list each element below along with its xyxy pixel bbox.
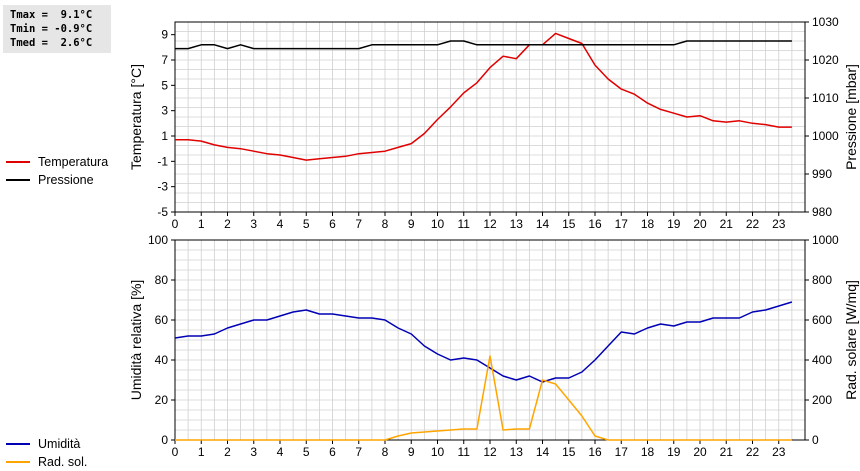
y-tick-label-right: 600 [812,313,832,327]
series-line-temperatura [175,32,792,161]
x-tick-label: 20 [693,217,707,231]
x-tick-label: 14 [536,445,550,459]
x-tick-label: 1 [198,217,205,231]
x-tick-label: 8 [382,445,389,459]
x-tick-label: 9 [408,217,415,231]
stat-tmed: Tmed = 2.6°C [10,37,93,49]
x-tick-label: 22 [746,217,760,231]
series-line-rad-sol [175,355,792,441]
x-tick-label: 22 [746,445,760,459]
x-tick-label: 19 [667,217,681,231]
y-tick-label-right: 1000 [812,233,839,247]
legend-label-pressure: Pressione [38,173,94,187]
x-tick-label: 21 [720,445,734,459]
x-tick-label: 11 [458,217,471,231]
x-tick-label: 4 [277,217,284,231]
x-tick-label: 9 [408,445,415,459]
x-tick-label: 0 [172,445,179,459]
series-line-pressione [175,40,792,50]
y-tick-label-right: 800 [812,273,832,287]
x-tick-label: 4 [277,445,284,459]
y-tick-label-left: 5 [161,78,168,92]
x-tick-label: 14 [536,217,550,231]
x-tick-label: 12 [483,217,497,231]
y-axis-title-left: Umidità relativa [%] [128,280,144,401]
x-tick-label: 16 [588,445,602,459]
y-tick-label-left: 1 [161,129,168,143]
y-tick-label-left: 100 [148,233,168,247]
x-tick-label: 12 [483,445,497,459]
x-tick-label: 7 [355,217,362,231]
y-tick-label-left: -1 [157,154,168,168]
x-tick-label: 13 [510,445,524,459]
stat-tmin: Tmin = -0.9°C [10,23,93,35]
x-tick-label: 10 [431,217,445,231]
x-tick-label: 17 [615,445,629,459]
x-tick-label: 6 [329,445,336,459]
x-tick-label: 10 [431,445,445,459]
y-axis-title-right: Rad. solare [W/mq] [843,280,859,400]
y-tick-label-right: 200 [812,393,832,407]
x-tick-label: 3 [250,445,257,459]
legend-label-temperature: Temperatura [38,155,109,169]
legend-swatch-radiation [6,461,30,463]
x-tick-label: 8 [382,217,389,231]
y-tick-label-right: 980 [812,205,832,219]
x-tick-label: 16 [588,217,602,231]
y-tick-label-left: -3 [157,180,168,194]
x-tick-label: 19 [667,445,681,459]
y-tick-label-left: 9 [161,28,168,42]
y-tick-label-left: 20 [155,393,169,407]
y-tick-label-right: 1000 [812,129,839,143]
x-tick-label: 18 [641,217,655,231]
x-tick-label: 3 [250,217,257,231]
stat-tmax: Tmax = 9.1°C [10,9,93,21]
y-tick-label-left: -5 [157,205,168,219]
x-tick-label: 5 [303,217,310,231]
y-tick-label-right: 990 [812,167,832,181]
x-tick-label: 11 [458,445,471,459]
x-tick-label: 2 [224,445,231,459]
x-tick-label: 17 [615,217,629,231]
y-axis-title-right: Pressione [mbar] [843,64,859,170]
x-tick-label: 23 [772,217,786,231]
statistics-box: Tmax = 9.1°C Tmin = -0.9°C Tmed = 2.6°C [3,5,111,53]
x-tick-label: 20 [693,445,707,459]
x-tick-label: 15 [562,217,576,231]
x-tick-label: 5 [303,445,310,459]
x-tick-label: 13 [510,217,524,231]
y-tick-label-left: 3 [161,104,168,118]
y-tick-label-left: 40 [155,353,169,367]
x-tick-label: 7 [355,445,362,459]
legend-label-humidity: Umidità [38,437,81,451]
x-tick-label: 6 [329,217,336,231]
x-tick-label: 0 [172,217,179,231]
y-tick-label-right: 1020 [812,53,839,67]
y-tick-label-right: 0 [812,433,819,447]
weather-chart: 0 1 2 3 4 5 6 7 8 9 10 11 12 13 14 15 16 17 18 19 20 21 22 23-5… [128,15,859,459]
x-tick-label: 15 [562,445,576,459]
legend-swatch-temperature [6,161,30,163]
legend-swatch-humidity [6,443,30,445]
y-tick-label-left: 7 [161,53,168,67]
x-tick-label: 23 [772,445,786,459]
y-tick-label-left: 0 [161,433,168,447]
x-tick-label: 18 [641,445,655,459]
series-line-umidit [174,301,793,383]
y-axis-title-left: Temperatura [°C] [128,64,144,170]
y-tick-label-right: 1030 [812,15,839,29]
y-tick-label-right: 1010 [812,91,839,105]
x-tick-label: 21 [720,217,734,231]
y-tick-label-right: 400 [812,353,832,367]
x-tick-label: 2 [224,217,231,231]
legend-swatch-pressure [6,179,30,181]
y-tick-label-left: 60 [155,313,169,327]
x-tick-label: 1 [198,445,205,459]
y-tick-label-left: 80 [155,273,169,287]
